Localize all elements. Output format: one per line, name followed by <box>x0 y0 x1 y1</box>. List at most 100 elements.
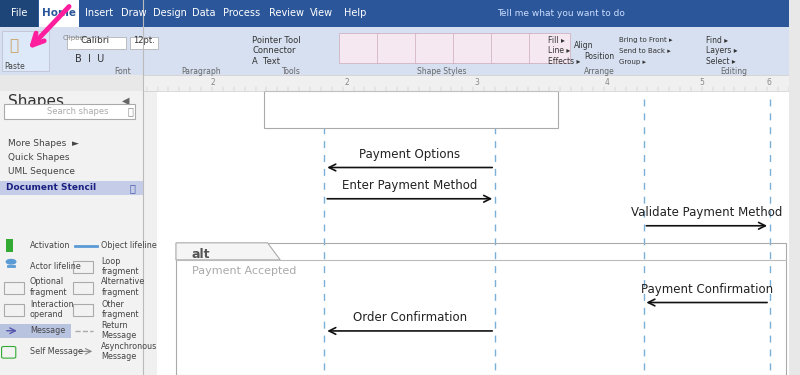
Bar <box>73 261 93 273</box>
Text: Align: Align <box>574 41 594 50</box>
Text: Layers ▸: Layers ▸ <box>706 46 738 56</box>
Text: Paragraph: Paragraph <box>182 68 221 76</box>
Text: Actor lifeline: Actor lifeline <box>30 262 81 271</box>
Text: Bring to Front ▸: Bring to Front ▸ <box>619 38 673 44</box>
FancyBboxPatch shape <box>490 33 532 63</box>
Bar <box>176 243 786 375</box>
Text: Shape Styles: Shape Styles <box>417 68 466 76</box>
Text: Other
fragment: Other fragment <box>102 300 139 319</box>
Text: ◀: ◀ <box>122 96 129 106</box>
Text: 📋: 📋 <box>129 183 135 193</box>
Text: Home: Home <box>42 9 76 18</box>
Text: Line ▸: Line ▸ <box>548 46 570 56</box>
Text: Quick Shapes: Quick Shapes <box>8 153 70 162</box>
Text: Alternative
fragment: Alternative fragment <box>102 277 146 297</box>
Text: Clipbo...: Clipbo... <box>63 34 91 40</box>
Text: Font: Font <box>114 68 130 76</box>
Text: alt: alt <box>192 248 210 261</box>
Text: Design: Design <box>154 9 187 18</box>
Text: Return
Message: Return Message <box>102 321 137 340</box>
Text: Asynchronous
Message: Asynchronous Message <box>102 342 158 361</box>
Circle shape <box>6 260 16 264</box>
Text: Loop
fragment: Loop fragment <box>102 256 139 276</box>
Text: Connector: Connector <box>253 46 296 56</box>
FancyBboxPatch shape <box>339 33 380 63</box>
Bar <box>142 91 157 375</box>
Bar <box>4 304 24 316</box>
Text: Fill ▸: Fill ▸ <box>548 36 565 45</box>
Text: 3: 3 <box>475 78 480 87</box>
Bar <box>0 324 71 338</box>
Text: Calibri: Calibri <box>80 36 110 45</box>
Text: 5: 5 <box>700 78 705 87</box>
Bar <box>0 181 142 195</box>
Text: Insert: Insert <box>86 9 114 18</box>
Text: Review: Review <box>269 9 304 18</box>
Text: 🔍: 🔍 <box>128 106 134 116</box>
Text: A  Text: A Text <box>253 57 281 66</box>
Text: UML Sequence: UML Sequence <box>8 167 75 176</box>
Bar <box>67 37 126 49</box>
Polygon shape <box>176 243 280 260</box>
Text: More Shapes  ►: More Shapes ► <box>8 139 78 148</box>
Bar <box>6 239 13 252</box>
Bar <box>0 0 38 27</box>
Text: Find ▸: Find ▸ <box>706 36 728 45</box>
Bar <box>157 91 789 375</box>
Text: Send to Back ▸: Send to Back ▸ <box>619 48 671 54</box>
Text: Document Stencil: Document Stencil <box>6 183 97 192</box>
Text: Process: Process <box>223 9 260 18</box>
Text: Arrange: Arrange <box>584 68 615 76</box>
Text: Tools: Tools <box>282 68 302 76</box>
Text: Group ▸: Group ▸ <box>619 58 646 64</box>
Text: Payment Options: Payment Options <box>359 148 460 161</box>
Text: 🗋: 🗋 <box>10 38 18 53</box>
Text: Enter Payment Method: Enter Payment Method <box>342 179 478 192</box>
Bar <box>0 0 789 27</box>
Text: Self Message: Self Message <box>30 347 83 356</box>
Text: Optional
fragment: Optional fragment <box>30 277 67 297</box>
Text: Select ▸: Select ▸ <box>706 57 736 66</box>
Text: Editing: Editing <box>720 68 747 76</box>
Text: Object lifeline: Object lifeline <box>102 241 157 250</box>
Text: Interaction
operand: Interaction operand <box>30 300 74 319</box>
Bar <box>130 37 158 49</box>
Bar <box>0 27 789 75</box>
Text: Tell me what you want to do: Tell me what you want to do <box>497 9 625 18</box>
Bar <box>73 282 93 294</box>
Text: 2: 2 <box>210 78 215 87</box>
Text: Shapes: Shapes <box>8 94 64 109</box>
Text: Order Confirmation: Order Confirmation <box>353 311 467 324</box>
Text: Position: Position <box>585 52 614 61</box>
Text: Effects ▸: Effects ▸ <box>548 57 581 66</box>
FancyBboxPatch shape <box>377 33 418 63</box>
Text: B  I  U: B I U <box>75 54 104 64</box>
Text: Payment Accepted: Payment Accepted <box>192 266 296 276</box>
Bar <box>4 104 135 119</box>
Bar <box>73 304 93 316</box>
Text: 4: 4 <box>605 78 610 87</box>
Text: File: File <box>10 9 27 18</box>
Text: Data: Data <box>192 9 215 18</box>
Text: Validate Payment Method: Validate Payment Method <box>631 206 782 219</box>
Bar <box>2 31 49 71</box>
Text: Help: Help <box>344 9 366 18</box>
Text: Pointer Tool: Pointer Tool <box>253 36 301 45</box>
Text: Draw: Draw <box>122 9 147 18</box>
Text: Paste: Paste <box>4 62 25 71</box>
Text: 12pt.: 12pt. <box>133 36 154 45</box>
Text: Search shapes: Search shapes <box>47 107 109 116</box>
Bar <box>265 91 558 128</box>
Text: Message: Message <box>30 326 66 335</box>
Bar <box>142 75 789 91</box>
Bar <box>39 0 79 27</box>
Text: Payment Confirmation: Payment Confirmation <box>641 283 773 296</box>
Text: 2: 2 <box>345 78 350 87</box>
Bar <box>0 91 142 375</box>
FancyBboxPatch shape <box>415 33 456 63</box>
Bar <box>4 282 24 294</box>
Text: Activation: Activation <box>30 241 70 250</box>
Text: 6: 6 <box>766 78 771 87</box>
FancyBboxPatch shape <box>529 33 570 63</box>
FancyBboxPatch shape <box>453 33 494 63</box>
